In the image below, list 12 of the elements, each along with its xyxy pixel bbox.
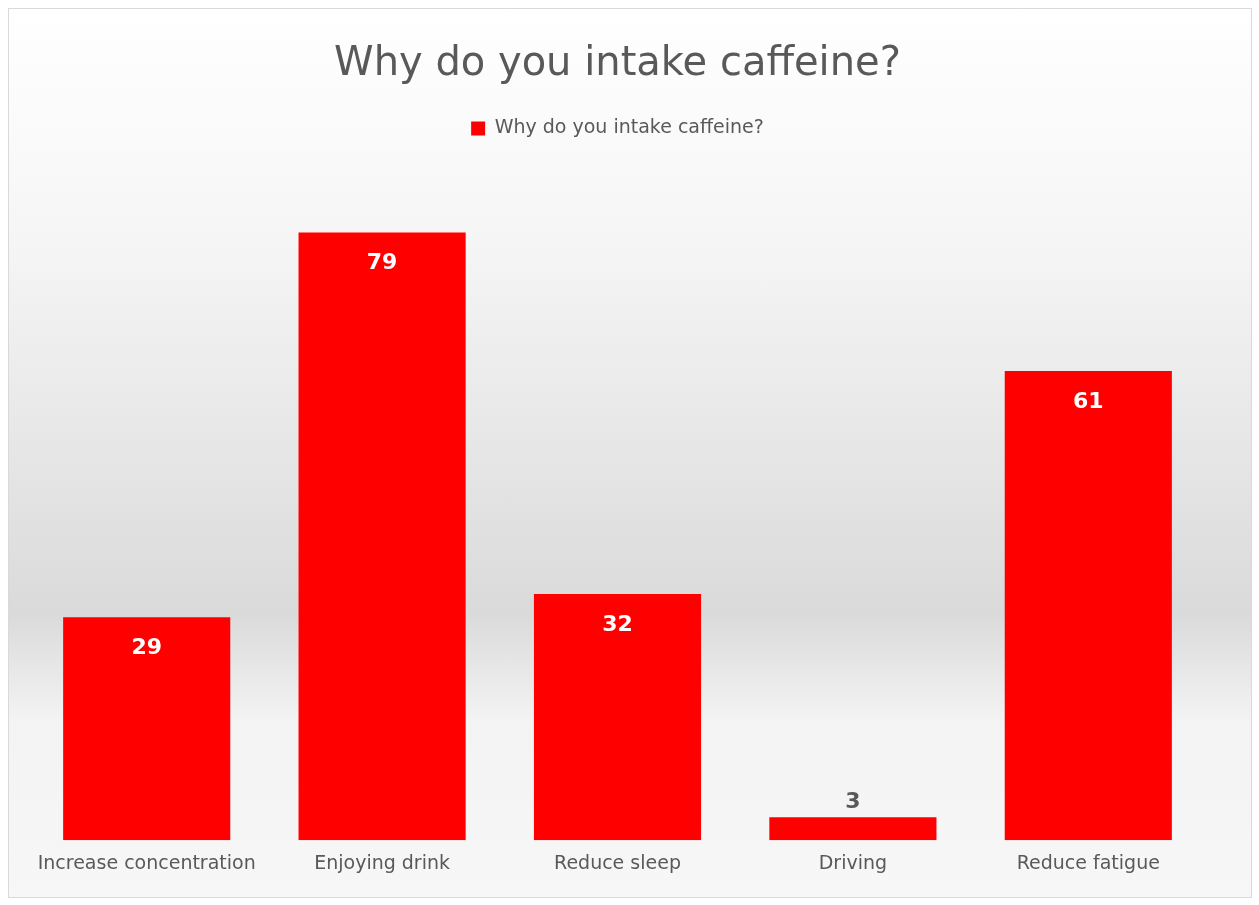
legend-label: Why do you intake caffeine? — [494, 115, 764, 138]
data-label: 61 — [1072, 387, 1104, 413]
data-label: 32 — [602, 610, 633, 636]
x-tick-label: Increase concentration — [37, 850, 256, 873]
x-tick-label: Driving — [818, 850, 888, 873]
data-label: 29 — [131, 633, 163, 659]
chart-title: Why do you intake caffeine? — [334, 38, 901, 85]
data-label: 79 — [366, 249, 398, 275]
x-tick-label: Reduce sleep — [554, 850, 681, 873]
data-label: 3 — [845, 787, 861, 813]
x-tick-label: Enjoying drink — [314, 850, 451, 873]
x-tick-label: Reduce fatigue — [1016, 850, 1160, 873]
